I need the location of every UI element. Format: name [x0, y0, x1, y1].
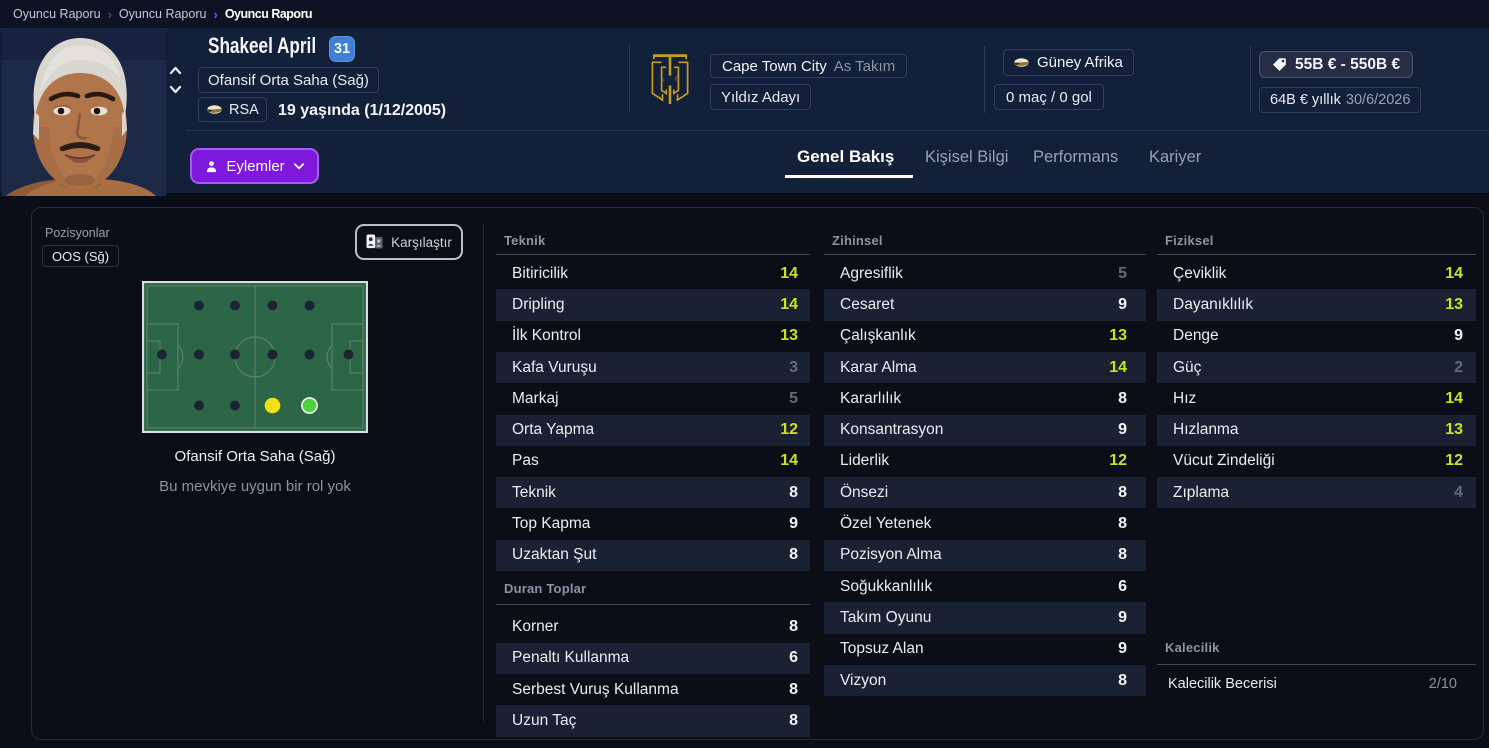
svg-text:C: C — [675, 77, 679, 83]
svg-text:F: F — [662, 79, 665, 85]
